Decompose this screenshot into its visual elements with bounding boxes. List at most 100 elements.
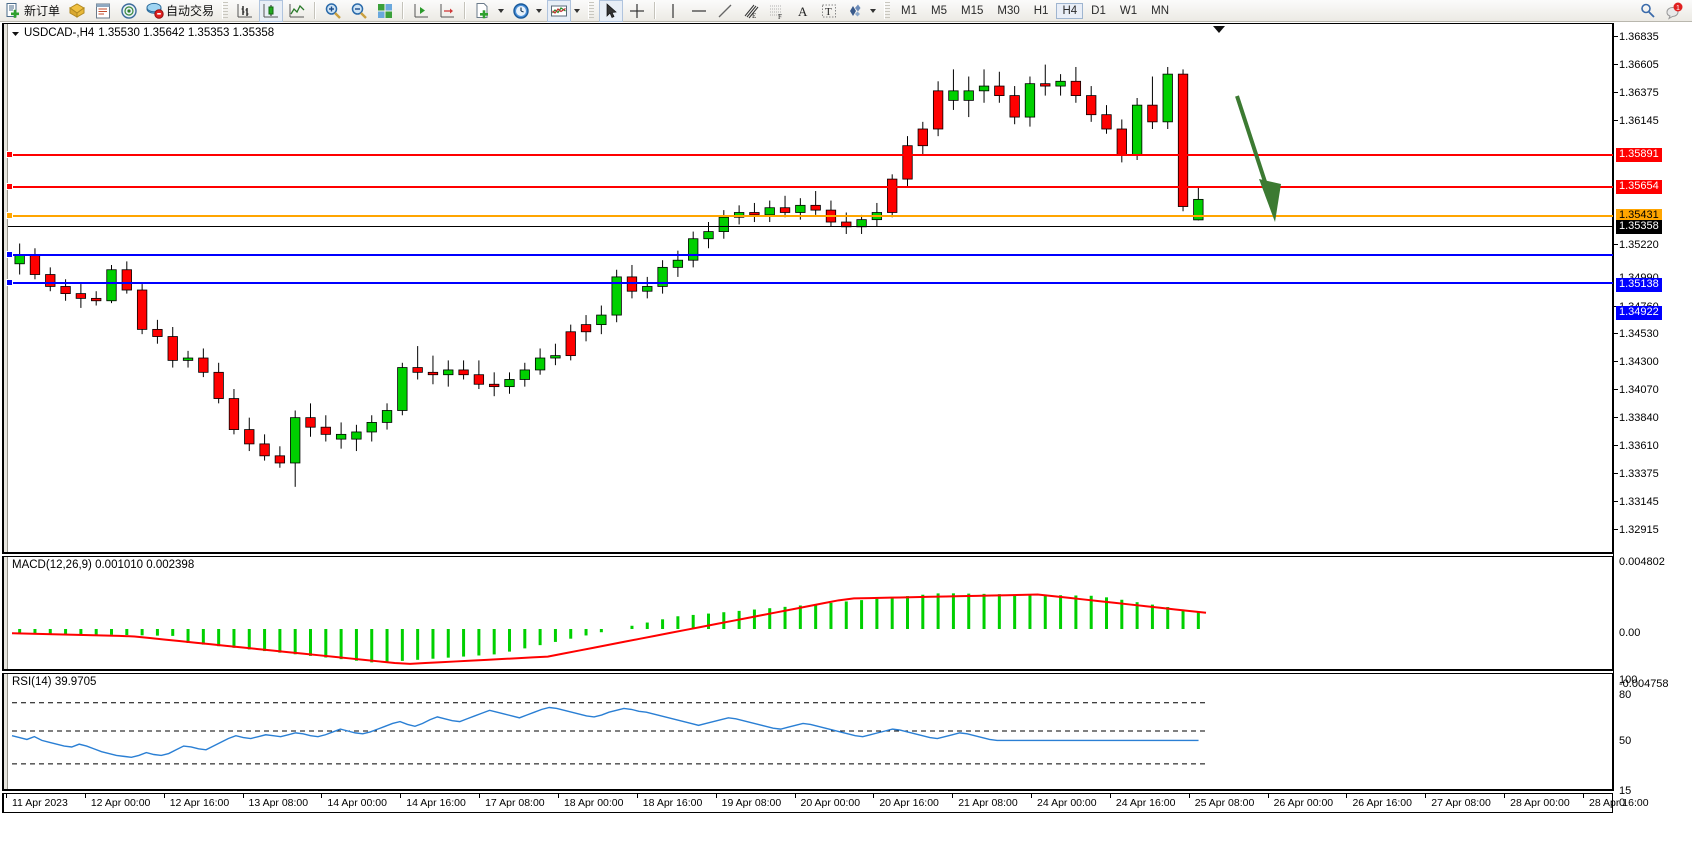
indicators-button[interactable] [547, 0, 572, 22]
price-tickmark [1614, 389, 1618, 390]
price-level-badge-resistance-1[interactable]: 1.35891 [1616, 148, 1662, 162]
navigator-button[interactable] [117, 1, 141, 21]
text-label-button[interactable]: T [817, 1, 841, 21]
templates-button[interactable] [471, 1, 495, 21]
candle-body [274, 455, 286, 464]
time-scale[interactable]: 11 Apr 2023 12 Apr 00:00 12 Apr 16:00 13 Ap… [2, 793, 1649, 813]
time-tick-label: 14 Apr 16:00 [406, 797, 466, 809]
bar-chart-button[interactable] [233, 1, 257, 21]
macd-tick-label: -0.004758 [1619, 678, 1669, 690]
timeframe-m1[interactable]: M1 [901, 4, 918, 17]
timeframe-mn[interactable]: MN [1151, 4, 1169, 17]
period-dropdown-caret[interactable] [536, 8, 543, 13]
pane-collapse-icon[interactable] [1212, 25, 1226, 34]
objects-button[interactable] [843, 1, 867, 21]
time-tickmark [1109, 794, 1111, 798]
fibonacci-icon: F [770, 5, 783, 20]
level-line-support-2[interactable] [8, 282, 1613, 284]
crosshair-button[interactable] [625, 1, 649, 21]
tile-windows-button[interactable] [373, 1, 397, 21]
level-line-pivot[interactable] [8, 215, 1613, 217]
line-chart-button[interactable] [285, 1, 309, 21]
rsi-tick-label: 50 [1619, 735, 1632, 747]
level-handle-support-2[interactable] [6, 279, 13, 286]
toolbar-grip-2[interactable] [588, 2, 595, 19]
templates-dropdown-caret[interactable] [498, 8, 505, 13]
price-level-badge-current-price[interactable]: 1.35358 [1616, 220, 1662, 234]
timeframe-h4[interactable]: H4 [1056, 2, 1084, 19]
text-button[interactable]: A [791, 1, 815, 21]
time-tick-label: 19 Apr 08:00 [721, 797, 782, 809]
price-level-badge-pivot[interactable]: 1.35431 [1616, 209, 1662, 223]
candle-body [657, 266, 668, 287]
timeframe-m30[interactable]: M30 [997, 4, 1020, 17]
level-line-resistance-2[interactable] [8, 186, 1613, 188]
svg-text:F: F [778, 13, 782, 20]
new-order-button[interactable]: 新订单 [1, 1, 63, 21]
macd-pane[interactable]: MACD(12,26,9) 0.001010 0.002398 [2, 556, 1613, 671]
zoom-in-button[interactable] [321, 1, 345, 21]
alerts-button[interactable]: 1 [1662, 1, 1686, 21]
price-level-badge-resistance-2[interactable]: 1.35654 [1616, 180, 1662, 194]
level-handle-resistance-2[interactable] [6, 183, 13, 190]
alerts-icon: 1 [1666, 2, 1683, 20]
rsi-label: RSI(14) 39.9705 [12, 676, 97, 688]
candle-body [152, 328, 163, 337]
time-tick-label: 28 Apr 00:00 [1510, 797, 1570, 809]
candle-body [91, 297, 102, 302]
trendline-button[interactable] [713, 1, 737, 21]
time-tick-label: 20 Apr 00:00 [800, 797, 861, 809]
price-level-badge-support-2[interactable]: 1.34922 [1616, 306, 1662, 320]
timeframe-m15[interactable]: M15 [961, 4, 984, 17]
indicators-dropdown-caret[interactable] [574, 8, 581, 13]
vertical-line-button[interactable] [661, 1, 685, 21]
level-line-resistance-1[interactable] [8, 154, 1613, 156]
price-tick-label: 1.36145 [1619, 115, 1659, 127]
level-handle-support-1[interactable] [6, 251, 13, 258]
time-tick-label: 12 Apr 16:00 [169, 797, 230, 809]
auto-trading-button[interactable]: 自动交易 [143, 1, 217, 21]
candle-body [1086, 95, 1097, 116]
price-pane[interactable]: USDCAD-,H4 1.35530 1.35642 1.35353 1.353… [2, 23, 1613, 554]
toolbar-grip-1[interactable] [222, 2, 229, 19]
symbol-header[interactable]: USDCAD-,H4 1.35530 1.35642 1.35353 1.353… [11, 27, 274, 39]
time-tick-label: 11 Apr 2023 [12, 797, 68, 809]
time-tickmark [1425, 794, 1427, 798]
macd-scroll-gutter [4, 557, 8, 669]
candlestick-chart-button[interactable] [259, 0, 284, 22]
search-button[interactable] [1636, 1, 1660, 21]
rsi-pane[interactable]: RSI(14) 39.9705 [2, 673, 1613, 791]
candle-body [779, 207, 791, 213]
auto-scroll-button[interactable] [435, 1, 459, 21]
level-line-support-1[interactable] [8, 254, 1613, 256]
bearish-arrow-annotation[interactable] [1219, 84, 1299, 234]
price-scale[interactable]: 1.368351.366051.363751.361451.352201.347… [1613, 23, 1692, 809]
timeframe-m5[interactable]: M5 [931, 4, 947, 17]
chevron-down-icon[interactable] [11, 29, 20, 38]
equidistant-channel-button[interactable]: E [739, 1, 763, 21]
chart-shift-button[interactable] [409, 1, 433, 21]
fibonacci-button[interactable]: F [765, 1, 789, 21]
objects-dropdown-caret[interactable] [870, 8, 877, 13]
candle-body [948, 90, 959, 101]
horizontal-line-button[interactable] [687, 1, 711, 21]
time-tick-label: 25 Apr 08:00 [1194, 797, 1255, 809]
candle-body [795, 204, 806, 213]
data-window-button[interactable] [91, 1, 115, 21]
price-level-badge-support-1[interactable]: 1.35138 [1616, 278, 1662, 292]
timeframe-h1[interactable]: H1 [1033, 4, 1049, 17]
price-tick-label: 1.33145 [1619, 496, 1659, 508]
price-tick-label: 1.36835 [1619, 31, 1659, 43]
expert-advisor-button[interactable] [65, 1, 89, 21]
level-handle-pivot[interactable] [6, 212, 13, 219]
level-handle-resistance-1[interactable] [6, 151, 13, 158]
timeframe-w1[interactable]: W1 [1119, 4, 1138, 17]
candle-body [290, 417, 301, 464]
period-button[interactable] [509, 1, 533, 21]
toolbar-grip-3[interactable] [884, 2, 891, 19]
cursor-button[interactable] [599, 0, 624, 22]
price-tickmark [1614, 36, 1618, 37]
zoom-out-button[interactable] [347, 1, 371, 21]
timeframe-d1[interactable]: D1 [1091, 4, 1106, 17]
svg-text:A: A [798, 4, 808, 19]
